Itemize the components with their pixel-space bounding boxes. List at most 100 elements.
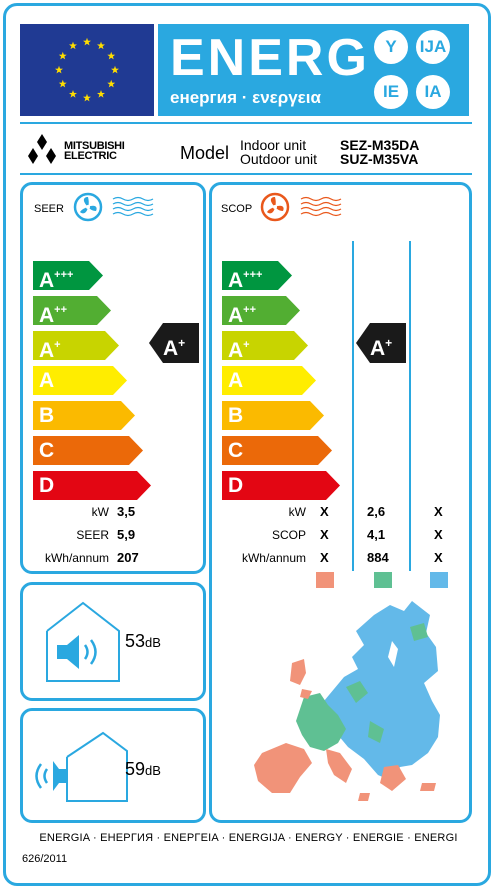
scop-warm-value-kw: X bbox=[320, 504, 329, 519]
eu-star-icon bbox=[83, 37, 91, 46]
seer-row-label-seer: SEER bbox=[76, 528, 109, 542]
eu-star-icon bbox=[58, 79, 67, 88]
eu-star-icon bbox=[55, 65, 63, 74]
language-suffix-ija: IJA bbox=[416, 30, 450, 64]
outdoor-noise-unit: dB bbox=[145, 763, 161, 778]
scop-rating-arrow: A+ bbox=[356, 323, 406, 363]
seer-row-label-kwh: kWh/annum bbox=[44, 551, 109, 565]
scop-class-arrow-4: B bbox=[222, 401, 324, 430]
eu-star-icon bbox=[69, 41, 77, 50]
seer-class-arrow-0: A+++ bbox=[33, 261, 103, 292]
seer-class-arrow-4: B bbox=[33, 401, 135, 430]
seer-row-label-kw: kW bbox=[91, 505, 109, 519]
scop-column-divider-1 bbox=[352, 241, 354, 571]
unit-labels: Indoor unit Outdoor unit bbox=[240, 138, 317, 166]
scop-cold-value-scop: X bbox=[434, 527, 443, 542]
scop-row-label-kw: kW bbox=[288, 505, 306, 519]
scop-column-divider-2 bbox=[409, 241, 411, 571]
scop-class-arrow-2: A+ bbox=[222, 331, 308, 362]
seer-class-arrow-6: D bbox=[33, 471, 151, 500]
heating-waves-icon bbox=[300, 196, 342, 217]
seer-class-label-0: A+++ bbox=[39, 269, 74, 292]
scop-class-arrow-0: A+++ bbox=[222, 261, 292, 292]
eu-star-icon bbox=[97, 41, 105, 50]
seer-class-label-3: A bbox=[39, 369, 55, 392]
scop-average-value-scop: 4,1 bbox=[367, 527, 386, 542]
scop-class-label-6: D bbox=[228, 474, 244, 497]
scop-class-label-4: B bbox=[228, 404, 244, 427]
eu-star-icon bbox=[107, 51, 116, 60]
heating-fan-icon bbox=[260, 192, 290, 222]
seer-rating-label: A+ bbox=[163, 327, 185, 365]
model-label: Model bbox=[180, 143, 230, 163]
energy-title-box: ENERG енергия · ενεργεια Y IJA IE IA bbox=[158, 24, 469, 116]
warm-climate-swatch bbox=[316, 572, 334, 588]
scop-panel: SCOP A+++ A++ A+ A B C D A+ kW SCOP kWh/annum … bbox=[209, 182, 472, 823]
outdoor-speaker-icon bbox=[35, 731, 128, 802]
eu-flag bbox=[20, 24, 154, 116]
scop-class-label-0: A+++ bbox=[228, 269, 263, 292]
regulation-number: 626/2011 bbox=[22, 853, 68, 865]
outdoor-unit-model: SUZ-M35VA bbox=[340, 151, 419, 167]
mitsubishi-diamonds-icon bbox=[28, 134, 56, 164]
seer-class-arrow-3: A bbox=[33, 366, 127, 395]
seer-class-label-6: D bbox=[39, 474, 55, 497]
eu-star-icon bbox=[97, 90, 105, 98]
brand-line-2: ELECTRIC bbox=[64, 150, 117, 162]
scop-rating-plus: + bbox=[385, 336, 393, 350]
language-suffix-ia: IA bbox=[416, 75, 450, 109]
brand-line-1: MITSUBISHI bbox=[64, 140, 125, 152]
outdoor-noise-level: 59dB bbox=[125, 759, 161, 780]
seer-rating-arrow: A+ bbox=[149, 323, 199, 363]
indoor-noise-panel: 53dB bbox=[20, 582, 206, 701]
energy-title: ENERG bbox=[170, 29, 370, 87]
scop-warm-value-kwh: X bbox=[320, 550, 329, 565]
label-header: ENERG енергия · ενεργεια Y IJA IE IA bbox=[20, 24, 469, 116]
scop-class-arrow-3: A bbox=[222, 366, 316, 395]
cooling-fan-icon bbox=[73, 192, 103, 222]
scop-average-value-kw: 2,6 bbox=[367, 504, 386, 519]
cold-climate-swatch bbox=[430, 572, 448, 588]
header-divider bbox=[20, 122, 472, 124]
seer-rating-letter: A bbox=[163, 337, 179, 360]
seer-row-value-kwh: 207 bbox=[117, 550, 139, 565]
language-suffix-y: Y bbox=[374, 30, 408, 64]
scop-class-label-1: A++ bbox=[228, 304, 257, 327]
outdoor-noise-value: 59 bbox=[125, 759, 146, 779]
scop-row-label-scop: SCOP bbox=[271, 528, 306, 542]
scop-row-label-kwh: kWh/annum bbox=[241, 551, 306, 565]
europe-climate-map bbox=[254, 601, 440, 801]
cooling-waves-icon bbox=[112, 196, 154, 217]
brand-name: MITSUBISHI ELECTRIC bbox=[64, 140, 125, 162]
indoor-noise-value: 53 bbox=[125, 631, 146, 651]
seer-class-label-4: B bbox=[39, 404, 55, 427]
indoor-unit-model: SEZ-M35DA bbox=[340, 137, 420, 153]
indoor-speaker-icon bbox=[46, 601, 120, 682]
scop-average-value-kwh: 884 bbox=[367, 550, 389, 565]
eu-star-icon bbox=[83, 93, 91, 102]
seer-row-value-seer: 5,9 bbox=[117, 527, 136, 542]
brand-logo: MITSUBISHI ELECTRIC bbox=[24, 132, 154, 168]
scop-class-label-5: C bbox=[228, 439, 244, 462]
scop-class-arrow-5: C bbox=[222, 436, 332, 465]
seer-class-arrow-1: A++ bbox=[33, 296, 111, 327]
energy-subtitle: енергия · ενεργεια bbox=[170, 88, 321, 107]
footer-languages: ENERGIA · ЕНЕРГИЯ · ΕΝΕΡΓΕΙΑ · ENERGIJA … bbox=[39, 832, 458, 844]
scop-class-label-3: A bbox=[228, 369, 244, 392]
scop-cold-value-kwh: X bbox=[434, 550, 443, 565]
eu-stars-icon bbox=[55, 37, 119, 102]
scop-class-arrow-6: D bbox=[222, 471, 340, 500]
average-climate-swatch bbox=[374, 572, 392, 588]
eu-star-icon bbox=[58, 51, 67, 60]
unit-values: SEZ-M35DA SUZ-M35VA bbox=[340, 138, 419, 166]
eu-star-icon bbox=[69, 90, 77, 98]
scop-title: SCOP bbox=[221, 203, 253, 215]
indoor-noise-level: 53dB bbox=[125, 631, 161, 652]
seer-class-arrow-2: A+ bbox=[33, 331, 119, 362]
scop-rating-letter: A bbox=[370, 337, 386, 360]
eu-star-icon bbox=[107, 79, 116, 88]
outdoor-noise-panel: 59dB bbox=[20, 708, 206, 823]
scop-class-arrow-1: A++ bbox=[222, 296, 300, 327]
scop-cold-value-kw: X bbox=[434, 504, 443, 519]
scop-rating-label: A+ bbox=[370, 327, 392, 365]
